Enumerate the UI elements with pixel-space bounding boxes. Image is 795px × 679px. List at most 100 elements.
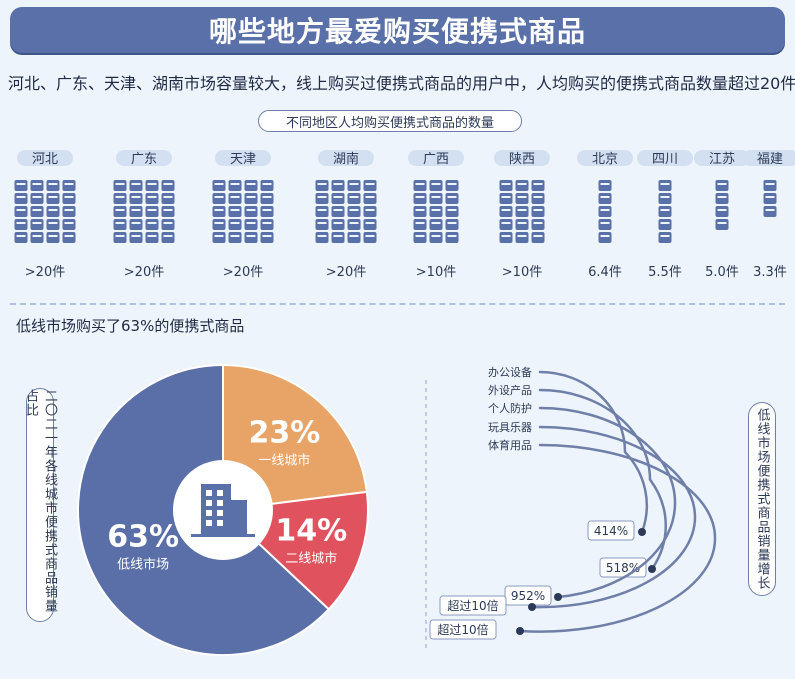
item-icon — [145, 193, 159, 204]
building-window — [206, 510, 212, 516]
page-title: 哪些地方最爱购买便携式商品 — [10, 7, 785, 53]
item-icon — [113, 206, 127, 217]
item-icon-detail — [765, 196, 775, 198]
item-icon-detail — [333, 235, 343, 237]
item-icon — [347, 219, 361, 230]
item-icon-detail — [163, 235, 173, 237]
item-icon-detail — [64, 183, 74, 185]
growth-category-label: 玩具乐器 — [488, 421, 532, 434]
item-icon-detail — [262, 209, 272, 211]
building-ground — [191, 534, 255, 537]
growth-value-box — [439, 595, 507, 616]
item-icon-detail — [131, 235, 141, 237]
item-icon — [413, 232, 427, 243]
growth-value-label: 超过10倍 — [447, 598, 498, 613]
item-icon-detail — [163, 183, 173, 185]
item-icon — [62, 180, 76, 191]
item-icon-detail — [115, 196, 125, 198]
growth-arc-end — [516, 627, 524, 635]
item-icon — [260, 219, 274, 230]
item-icon-detail — [64, 196, 74, 198]
item-icon — [315, 232, 329, 243]
item-icon — [531, 193, 545, 204]
item-icon-detail — [447, 222, 457, 224]
item-icon — [244, 193, 258, 204]
region-label-bg — [17, 150, 73, 166]
item-icon-detail — [533, 235, 543, 237]
item-icon-detail — [163, 209, 173, 211]
item-icon — [429, 193, 443, 204]
item-icon — [515, 180, 529, 191]
item-icon-detail — [32, 196, 42, 198]
item-icon — [244, 180, 258, 191]
item-icon-detail — [230, 183, 240, 185]
item-icon-detail — [32, 235, 42, 237]
item-icon-detail — [533, 209, 543, 211]
item-icon — [598, 180, 612, 191]
item-icon — [445, 193, 459, 204]
pie-side-label: 二〇二一年各线城市便携式商品销量占比 — [23, 388, 57, 622]
item-icon-detail — [765, 209, 775, 211]
item-icon-detail — [365, 222, 375, 224]
building-window — [217, 500, 223, 506]
region-label: 天津 — [230, 152, 256, 167]
item-icon — [715, 180, 729, 191]
item-icon-detail — [230, 196, 240, 198]
item-icon-detail — [447, 209, 457, 211]
growth-arc — [538, 406, 677, 599]
item-icon-detail — [517, 183, 527, 185]
item-icon-detail — [349, 235, 359, 237]
growth-category-label: 外设产品 — [488, 383, 532, 397]
item-icon-detail — [533, 183, 543, 185]
item-icon-detail — [660, 235, 670, 237]
item-icon — [212, 206, 226, 217]
item-icon-detail — [48, 209, 58, 211]
item-icon — [531, 232, 545, 243]
item-icon-detail — [349, 183, 359, 185]
item-icon — [429, 180, 443, 191]
item-icon — [212, 219, 226, 230]
item-icon-detail — [147, 235, 157, 237]
item-icon-detail — [333, 183, 343, 185]
item-icon — [228, 232, 242, 243]
regions-chart-title: 不同地区人均购买便携式商品的数量 — [258, 110, 522, 132]
item-icon — [14, 206, 28, 217]
building-window — [217, 490, 223, 496]
item-icon-detail — [660, 196, 670, 198]
item-icon — [14, 193, 28, 204]
item-icon — [499, 180, 513, 191]
item-icon — [347, 193, 361, 204]
item-icon-detail — [262, 196, 272, 198]
item-icon — [260, 193, 274, 204]
item-icon-detail — [16, 183, 26, 185]
pie-section-title: 低线市场购买了63%的便携式商品 — [16, 317, 245, 335]
growth-arc-end — [528, 603, 536, 611]
item-icon — [129, 180, 143, 191]
item-icon-detail — [317, 222, 327, 224]
item-icon — [46, 206, 60, 217]
item-icon — [129, 219, 143, 230]
item-icon-detail — [660, 222, 670, 224]
item-icon — [499, 219, 513, 230]
item-icon — [212, 232, 226, 243]
item-icon — [260, 232, 274, 243]
item-icon-detail — [333, 196, 343, 198]
item-icon — [228, 180, 242, 191]
item-icon — [658, 219, 672, 230]
item-icon-detail — [349, 209, 359, 211]
pie-slice-value-label: 23% — [248, 415, 320, 450]
item-icon — [658, 180, 672, 191]
item-icon-detail — [501, 222, 511, 224]
item-icon — [212, 180, 226, 191]
item-icon-detail — [717, 183, 727, 185]
region-label: 广西 — [423, 152, 449, 167]
growth-arc-end — [554, 593, 562, 601]
item-icon-detail — [415, 235, 425, 237]
item-icon — [515, 219, 529, 230]
item-icon — [445, 232, 459, 243]
building-window — [206, 500, 212, 506]
item-icon-detail — [447, 183, 457, 185]
item-icon-detail — [717, 209, 727, 211]
item-icon — [129, 193, 143, 204]
